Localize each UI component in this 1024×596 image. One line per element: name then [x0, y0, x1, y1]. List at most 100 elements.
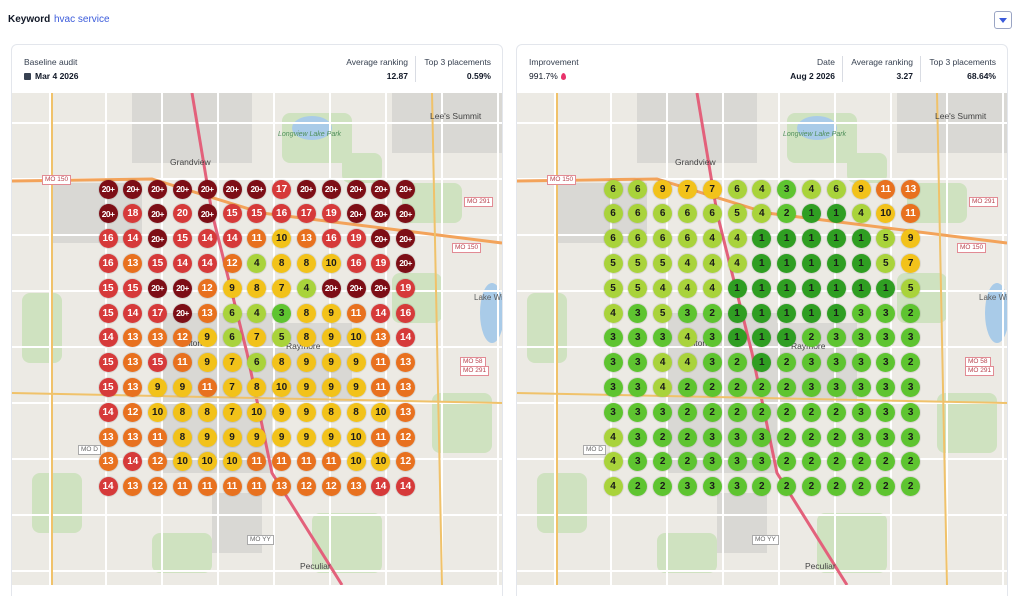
- improved-rank-pin[interactable]: 3: [851, 427, 871, 447]
- improved-rank-pin[interactable]: 2: [702, 402, 722, 422]
- baseline-rank-pin[interactable]: 16: [396, 303, 416, 323]
- baseline-rank-pin[interactable]: 6: [222, 328, 242, 348]
- improved-rank-pin[interactable]: 3: [603, 402, 623, 422]
- improved-rank-pin[interactable]: 3: [603, 328, 623, 348]
- baseline-rank-pin[interactable]: 13: [98, 427, 118, 447]
- baseline-rank-pin[interactable]: 20+: [197, 204, 217, 224]
- baseline-rank-pin[interactable]: 10: [247, 402, 267, 422]
- improved-rank-pin[interactable]: 2: [777, 427, 797, 447]
- baseline-rank-pin[interactable]: 20+: [346, 278, 366, 298]
- improved-rank-pin[interactable]: 3: [876, 328, 896, 348]
- improved-rank-pin[interactable]: 4: [727, 253, 747, 273]
- improved-rank-pin[interactable]: 5: [603, 253, 623, 273]
- baseline-rank-pin[interactable]: 20+: [346, 204, 366, 224]
- improved-rank-pin[interactable]: 6: [702, 204, 722, 224]
- improved-rank-pin[interactable]: 3: [826, 328, 846, 348]
- baseline-rank-pin[interactable]: 20+: [371, 204, 391, 224]
- baseline-rank-pin[interactable]: 10: [371, 402, 391, 422]
- baseline-rank-pin[interactable]: 8: [321, 402, 341, 422]
- baseline-rank-pin[interactable]: 20+: [396, 179, 416, 199]
- improved-rank-pin[interactable]: 2: [653, 452, 673, 472]
- improved-rank-pin[interactable]: 2: [901, 477, 921, 497]
- improved-rank-pin[interactable]: 2: [777, 452, 797, 472]
- baseline-rank-pin[interactable]: 11: [272, 452, 292, 472]
- improved-rank-pin[interactable]: 1: [851, 253, 871, 273]
- baseline-rank-pin[interactable]: 10: [172, 452, 192, 472]
- improved-rank-pin[interactable]: 3: [752, 427, 772, 447]
- baseline-rank-pin[interactable]: 14: [98, 477, 118, 497]
- baseline-rank-pin[interactable]: 10: [371, 452, 391, 472]
- improved-rank-pin[interactable]: 3: [702, 452, 722, 472]
- baseline-rank-pin[interactable]: 14: [371, 303, 391, 323]
- baseline-rank-pin[interactable]: 11: [197, 377, 217, 397]
- baseline-rank-pin[interactable]: 20+: [123, 179, 143, 199]
- improved-rank-pin[interactable]: 2: [826, 427, 846, 447]
- baseline-rank-pin[interactable]: 4: [247, 303, 267, 323]
- improved-rank-pin[interactable]: 3: [851, 377, 871, 397]
- improved-rank-pin[interactable]: 2: [752, 377, 772, 397]
- baseline-rank-pin[interactable]: 20: [172, 204, 192, 224]
- improved-rank-pin[interactable]: 2: [801, 402, 821, 422]
- baseline-rank-pin[interactable]: 19: [346, 229, 366, 249]
- improved-rank-pin[interactable]: 1: [826, 303, 846, 323]
- baseline-rank-pin[interactable]: 11: [247, 452, 267, 472]
- baseline-rank-pin[interactable]: 12: [172, 328, 192, 348]
- baseline-rank-pin[interactable]: 6: [247, 353, 267, 373]
- improved-rank-pin[interactable]: 1: [777, 303, 797, 323]
- baseline-rank-pin[interactable]: 11: [172, 353, 192, 373]
- improved-rank-pin[interactable]: 1: [876, 278, 896, 298]
- improved-rank-pin[interactable]: 5: [727, 204, 747, 224]
- baseline-rank-pin[interactable]: 14: [396, 477, 416, 497]
- improved-rank-pin[interactable]: 3: [876, 303, 896, 323]
- improved-rank-pin[interactable]: 7: [677, 179, 697, 199]
- improved-rank-pin[interactable]: 2: [901, 303, 921, 323]
- improved-rank-pin[interactable]: 3: [851, 328, 871, 348]
- improved-rank-pin[interactable]: 3: [826, 377, 846, 397]
- baseline-rank-pin[interactable]: 17: [296, 204, 316, 224]
- baseline-rank-pin[interactable]: 20+: [346, 179, 366, 199]
- improved-rank-pin[interactable]: 5: [628, 278, 648, 298]
- baseline-rank-pin[interactable]: 9: [321, 353, 341, 373]
- improved-rank-pin[interactable]: 4: [752, 204, 772, 224]
- baseline-rank-pin[interactable]: 4: [247, 253, 267, 273]
- baseline-rank-pin[interactable]: 8: [247, 377, 267, 397]
- improved-rank-pin[interactable]: 3: [628, 303, 648, 323]
- baseline-rank-pin[interactable]: 20+: [148, 278, 168, 298]
- improved-rank-pin[interactable]: 4: [851, 204, 871, 224]
- improved-rank-pin[interactable]: 2: [752, 402, 772, 422]
- baseline-rank-pin[interactable]: 9: [222, 427, 242, 447]
- improved-rank-pin[interactable]: 2: [777, 477, 797, 497]
- baseline-rank-pin[interactable]: 15: [222, 204, 242, 224]
- baseline-rank-pin[interactable]: 13: [346, 477, 366, 497]
- baseline-rank-pin[interactable]: 9: [272, 402, 292, 422]
- baseline-rank-pin[interactable]: 10: [197, 452, 217, 472]
- baseline-rank-pin[interactable]: 17: [272, 179, 292, 199]
- improved-rank-pin[interactable]: 3: [901, 377, 921, 397]
- baseline-rank-pin[interactable]: 8: [247, 278, 267, 298]
- improved-rank-pin[interactable]: 9: [851, 179, 871, 199]
- baseline-rank-pin[interactable]: 20+: [396, 204, 416, 224]
- baseline-rank-pin[interactable]: 11: [172, 477, 192, 497]
- baseline-rank-pin[interactable]: 11: [296, 452, 316, 472]
- improved-rank-pin[interactable]: 1: [752, 303, 772, 323]
- improved-rank-pin[interactable]: 4: [677, 278, 697, 298]
- baseline-rank-pin[interactable]: 20+: [172, 303, 192, 323]
- baseline-rank-pin[interactable]: 9: [296, 427, 316, 447]
- improved-rank-pin[interactable]: 1: [801, 204, 821, 224]
- baseline-rank-pin[interactable]: 9: [247, 427, 267, 447]
- improved-rank-pin[interactable]: 4: [702, 253, 722, 273]
- baseline-rank-pin[interactable]: 13: [396, 353, 416, 373]
- improved-rank-pin[interactable]: 6: [603, 179, 623, 199]
- baseline-rank-pin[interactable]: 9: [346, 353, 366, 373]
- baseline-rank-pin[interactable]: 20+: [148, 229, 168, 249]
- baseline-rank-pin[interactable]: 10: [272, 229, 292, 249]
- baseline-rank-pin[interactable]: 7: [272, 278, 292, 298]
- baseline-rank-pin[interactable]: 14: [222, 229, 242, 249]
- improved-rank-pin[interactable]: 1: [777, 229, 797, 249]
- improved-rank-pin[interactable]: 3: [677, 303, 697, 323]
- improved-rank-pin[interactable]: 4: [603, 427, 623, 447]
- improved-rank-pin[interactable]: 1: [752, 278, 772, 298]
- improved-rank-pin[interactable]: 4: [677, 353, 697, 373]
- improved-rank-pin[interactable]: 6: [826, 179, 846, 199]
